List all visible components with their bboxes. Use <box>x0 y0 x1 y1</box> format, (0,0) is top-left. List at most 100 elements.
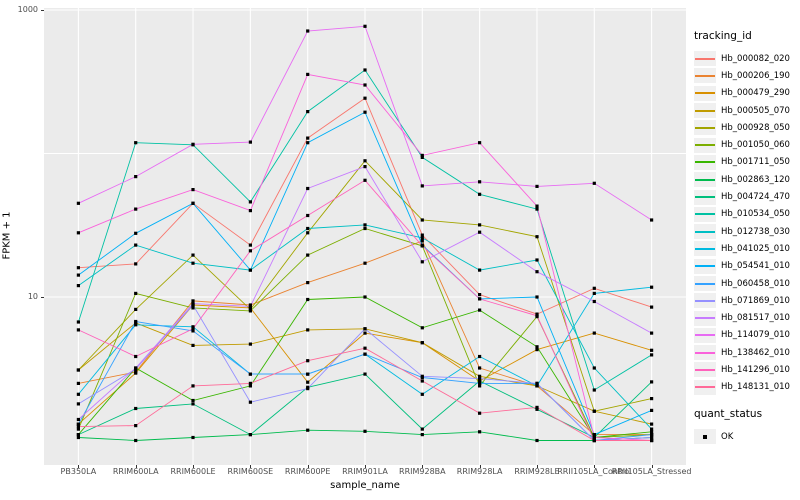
data-point <box>76 425 80 429</box>
data-point <box>306 387 310 391</box>
data-point <box>478 180 482 184</box>
data-point <box>76 368 80 372</box>
data-point <box>76 427 80 431</box>
legend-key-line <box>695 57 715 60</box>
data-point <box>592 181 596 185</box>
data-point <box>191 435 195 440</box>
legend-item-label: Hb_000928_050 <box>721 122 790 133</box>
legend-key-swatch <box>694 362 716 378</box>
legend-item-label: Hb_000082_020 <box>721 53 790 64</box>
data-point <box>191 398 195 403</box>
legend-item-label: Hb_000505_070 <box>721 105 790 116</box>
plot-panel-svg <box>44 8 686 465</box>
legend-item-label: Hb_148131_010 <box>721 382 790 393</box>
data-point <box>478 379 482 383</box>
legend-key-point <box>703 434 707 439</box>
legend-key-line <box>695 265 715 268</box>
data-point <box>420 236 424 240</box>
data-point <box>363 261 367 265</box>
data-point <box>134 323 138 327</box>
data-point <box>191 201 195 205</box>
data-point <box>306 359 310 363</box>
legend-key-line <box>695 368 715 371</box>
legend-key-swatch <box>694 379 716 395</box>
y-tick-label: 1000 <box>17 5 38 14</box>
data-point <box>134 291 138 295</box>
legend-title-tracking-id: tracking_id <box>694 30 752 42</box>
legend-item-label: Hb_071869_010 <box>721 295 790 306</box>
x-tick-label: RRIM600SE <box>227 467 274 476</box>
legend-item-label: Hb_012738_030 <box>721 226 790 237</box>
data-point <box>191 306 195 310</box>
data-point <box>420 374 424 378</box>
data-point <box>248 342 252 346</box>
data-point <box>420 427 424 431</box>
data-point <box>478 268 482 272</box>
data-point <box>306 141 310 145</box>
data-point <box>650 422 654 426</box>
legend-key-swatch <box>694 310 716 326</box>
data-point <box>592 331 596 335</box>
data-point <box>478 293 482 297</box>
legend-key-swatch <box>694 137 716 153</box>
legend-item-Hb_148131_010: Hb_148131_010 <box>694 379 798 396</box>
data-point <box>306 110 310 114</box>
data-point <box>134 207 138 211</box>
data-point <box>306 380 310 384</box>
legend-key-line <box>695 196 715 199</box>
x-tick-mark <box>422 465 424 468</box>
data-point <box>420 244 424 248</box>
data-point <box>76 328 80 332</box>
legend-key-line <box>695 178 715 181</box>
data-point <box>650 218 654 222</box>
data-point <box>76 273 80 277</box>
legend-key-line <box>695 109 715 112</box>
data-point <box>420 184 424 188</box>
legend-key-swatch <box>694 172 716 188</box>
data-point <box>420 218 424 222</box>
legend-item-label: Hb_000206_190 <box>721 70 790 81</box>
data-point <box>76 433 80 437</box>
data-point <box>191 142 195 146</box>
legend-item-label: Hb_060458_010 <box>721 278 790 289</box>
data-point <box>306 328 310 332</box>
data-point <box>191 343 195 347</box>
legend-item-label: Hb_041025_010 <box>721 243 790 254</box>
legend-item-Hb_000082_020: Hb_000082_020 <box>694 50 798 67</box>
data-point <box>363 352 367 356</box>
data-point <box>306 281 310 285</box>
legend-item-Hb_041025_010: Hb_041025_010 <box>694 240 798 257</box>
data-point <box>191 327 195 331</box>
data-point <box>76 231 80 235</box>
data-point <box>248 140 252 144</box>
data-point <box>592 435 596 440</box>
data-point <box>535 345 539 349</box>
legend-key-line <box>695 299 715 302</box>
legend-key-line <box>695 92 715 95</box>
data-point <box>535 312 539 316</box>
data-point <box>420 379 424 383</box>
data-point <box>248 309 252 313</box>
data-point <box>248 400 252 404</box>
data-point <box>134 175 138 179</box>
data-point <box>650 397 654 401</box>
data-point <box>592 286 596 290</box>
data-point <box>363 110 367 114</box>
data-point <box>650 438 654 443</box>
legend-item-Hb_054541_010: Hb_054541_010 <box>694 258 798 275</box>
data-point <box>191 384 195 388</box>
legend-quant-status: quant_status OK <box>694 408 798 445</box>
data-point <box>134 141 138 145</box>
data-point <box>650 331 654 335</box>
data-point <box>306 186 310 191</box>
data-point <box>76 422 80 426</box>
data-point <box>76 402 80 406</box>
data-point <box>134 231 138 235</box>
data-point <box>134 424 138 428</box>
data-point <box>478 230 482 234</box>
data-point <box>420 153 424 157</box>
data-point <box>535 405 539 409</box>
legend-item-label: Hb_010534_050 <box>721 209 790 220</box>
data-point <box>191 325 195 329</box>
